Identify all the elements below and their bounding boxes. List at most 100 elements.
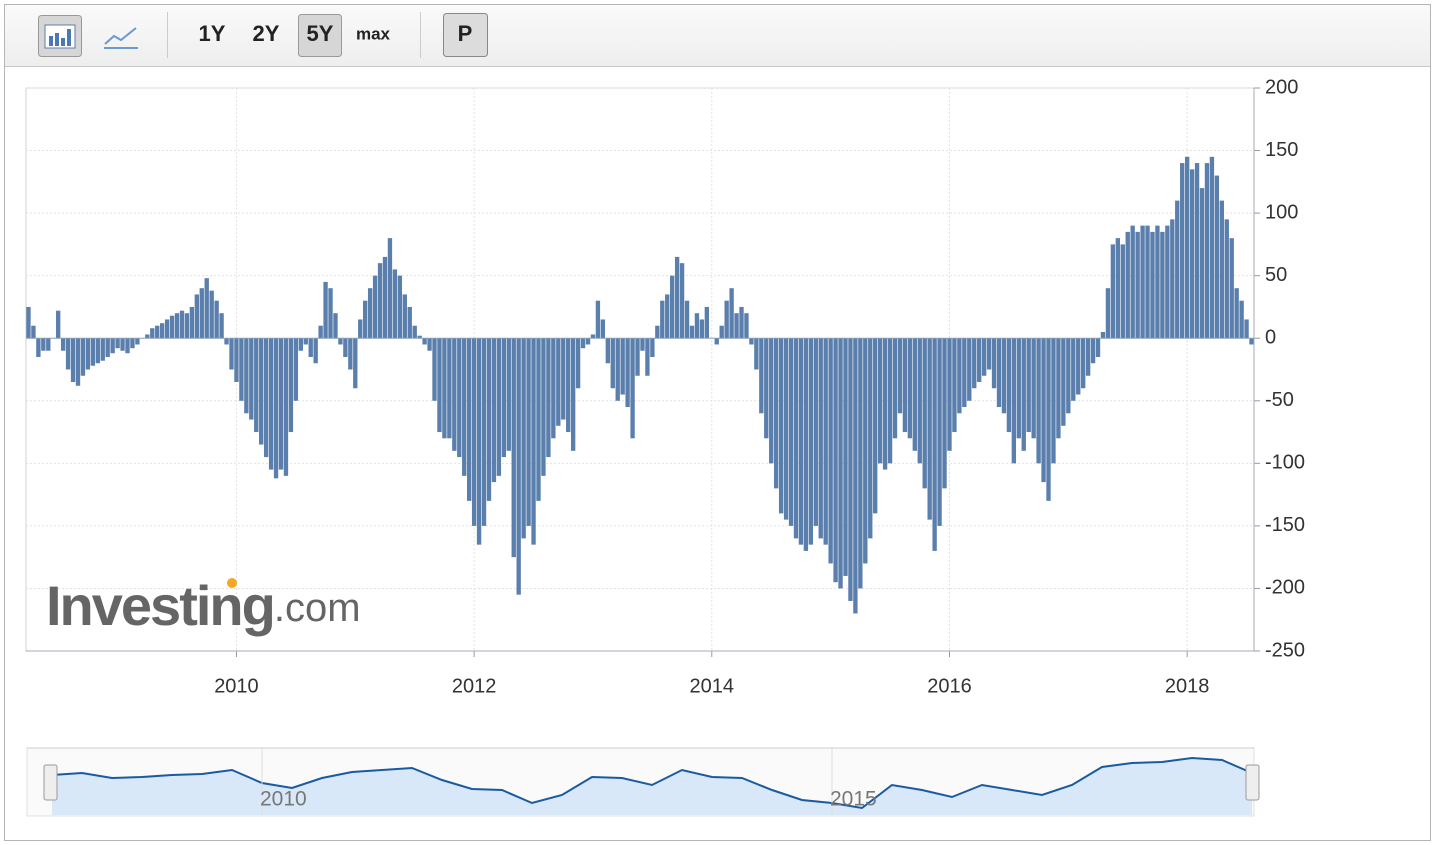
bar bbox=[674, 256, 680, 339]
bar bbox=[1184, 156, 1190, 339]
range-button[interactable]: 5Y bbox=[307, 21, 334, 46]
bar bbox=[80, 338, 86, 376]
bar bbox=[1056, 338, 1061, 439]
bar bbox=[1140, 225, 1145, 339]
bar bbox=[437, 338, 442, 433]
bar bbox=[600, 319, 606, 339]
x-tick-label: 2012 bbox=[452, 675, 497, 697]
bar bbox=[1085, 338, 1091, 376]
bar bbox=[699, 319, 705, 339]
watermark-main: Investing bbox=[46, 574, 274, 637]
bar bbox=[1051, 338, 1056, 464]
bar bbox=[650, 338, 655, 357]
bar bbox=[1061, 338, 1066, 426]
line-chart-button[interactable] bbox=[104, 27, 138, 49]
bar bbox=[60, 338, 66, 351]
range-button[interactable]: 2Y bbox=[253, 21, 280, 46]
bar bbox=[382, 256, 388, 339]
bar bbox=[981, 338, 987, 376]
bar bbox=[46, 338, 51, 351]
bar bbox=[972, 338, 977, 389]
bar bbox=[991, 338, 997, 389]
bar bbox=[595, 300, 601, 339]
bar bbox=[526, 338, 531, 526]
bar bbox=[907, 338, 913, 439]
x-tick-label: 2016 bbox=[927, 675, 972, 697]
bar bbox=[105, 338, 110, 357]
range-button[interactable]: 1Y bbox=[199, 21, 226, 46]
bar bbox=[541, 338, 546, 476]
frame bbox=[4, 4, 1431, 841]
y-tick-label: 0 bbox=[1265, 327, 1276, 349]
bar bbox=[249, 338, 254, 420]
bar bbox=[749, 338, 754, 345]
bar bbox=[937, 338, 942, 526]
bar bbox=[427, 338, 432, 351]
bar bbox=[486, 338, 492, 501]
bar bbox=[259, 338, 264, 445]
bar bbox=[882, 338, 888, 470]
bar bbox=[130, 338, 135, 349]
bar bbox=[828, 338, 833, 564]
bar bbox=[412, 325, 417, 339]
p-button[interactable]: P bbox=[458, 21, 473, 46]
bar bbox=[491, 338, 497, 483]
bar bbox=[283, 338, 289, 476]
bar bbox=[462, 338, 467, 476]
x-tick-label: 2014 bbox=[690, 675, 735, 697]
bar bbox=[125, 338, 130, 354]
bar bbox=[358, 319, 363, 339]
toolbar bbox=[5, 5, 1430, 66]
bar bbox=[169, 315, 175, 339]
bar bbox=[323, 281, 328, 339]
bar bbox=[1209, 156, 1215, 339]
range-button[interactable]: max bbox=[356, 24, 391, 43]
bar bbox=[442, 338, 447, 439]
bar bbox=[95, 338, 100, 364]
bar bbox=[26, 306, 31, 339]
bar bbox=[402, 294, 407, 339]
bar bbox=[1036, 338, 1041, 464]
bar bbox=[189, 306, 195, 339]
bar bbox=[679, 263, 685, 339]
bar bbox=[422, 338, 427, 345]
bar bbox=[496, 338, 502, 476]
bar bbox=[521, 338, 526, 539]
bar bbox=[818, 338, 823, 539]
bar bbox=[85, 338, 91, 370]
bar bbox=[179, 310, 185, 339]
bar bbox=[36, 338, 41, 357]
bar bbox=[739, 306, 744, 339]
bar bbox=[551, 338, 556, 439]
bar bbox=[927, 338, 932, 520]
bar bbox=[1046, 338, 1051, 501]
y-tick-label: 50 bbox=[1265, 264, 1287, 286]
bar bbox=[759, 338, 764, 414]
bar bbox=[575, 338, 581, 389]
bar bbox=[338, 338, 343, 345]
bar bbox=[714, 338, 719, 345]
bar bbox=[100, 338, 105, 361]
bar bbox=[962, 338, 967, 408]
bar bbox=[328, 288, 333, 339]
bar bbox=[996, 338, 1002, 408]
bar bbox=[838, 338, 843, 589]
bar bbox=[754, 338, 759, 370]
bar bbox=[239, 338, 244, 401]
bar bbox=[808, 338, 814, 545]
bar bbox=[615, 338, 620, 401]
navigator-label: 2015 bbox=[830, 788, 877, 811]
bar bbox=[848, 338, 853, 601]
bar bbox=[313, 338, 318, 364]
bar bbox=[1224, 219, 1229, 339]
bar bbox=[764, 338, 769, 439]
x-tick-label: 2018 bbox=[1165, 675, 1210, 697]
bar bbox=[1194, 163, 1200, 339]
bar bbox=[1199, 188, 1205, 339]
bar bbox=[263, 338, 269, 458]
y-tick-label: -50 bbox=[1265, 389, 1294, 411]
bar bbox=[1041, 338, 1046, 483]
bar bbox=[1234, 288, 1239, 339]
x-tick-label: 2010 bbox=[214, 675, 259, 697]
bar-chart-button[interactable] bbox=[38, 15, 82, 57]
